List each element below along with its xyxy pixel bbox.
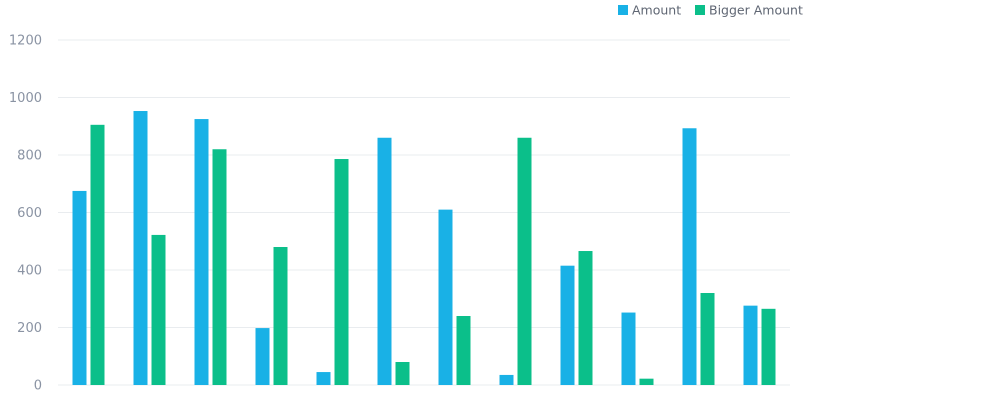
- bar-amount[interactable]: [133, 111, 148, 385]
- legend-swatch: [618, 5, 628, 15]
- bar-amount[interactable]: [560, 265, 575, 385]
- legend[interactable]: Amount Bigger Amount: [618, 3, 803, 18]
- bar-amount[interactable]: [316, 372, 331, 385]
- bar-bigger-amount[interactable]: [151, 234, 166, 385]
- bar-amount[interactable]: [438, 209, 453, 385]
- bar-amount[interactable]: [72, 190, 87, 385]
- bar-bigger-amount[interactable]: [639, 378, 654, 385]
- bar-bigger-amount[interactable]: [700, 293, 715, 385]
- bar-bigger-amount[interactable]: [212, 149, 227, 385]
- y-tick-label: 600: [17, 206, 42, 221]
- y-tick-label: 1200: [9, 34, 42, 49]
- y-tick-label: 800: [17, 149, 42, 164]
- bar-bigger-amount[interactable]: [395, 362, 410, 385]
- bar-bigger-amount[interactable]: [578, 251, 593, 385]
- y-tick-label: 0: [34, 379, 42, 394]
- bar-bigger-amount[interactable]: [273, 247, 288, 385]
- bar-amount[interactable]: [682, 128, 697, 385]
- bar-amount[interactable]: [255, 328, 270, 385]
- y-tick-label: 1000: [9, 91, 42, 106]
- bar-amount[interactable]: [621, 312, 636, 385]
- bar-amount[interactable]: [499, 374, 514, 385]
- bar-bigger-amount[interactable]: [90, 124, 105, 385]
- bar-bigger-amount[interactable]: [761, 308, 776, 385]
- y-tick-label: 400: [17, 264, 42, 279]
- bar-bigger-amount[interactable]: [334, 159, 349, 385]
- legend-label: Amount: [632, 3, 681, 18]
- bar-bigger-amount[interactable]: [517, 137, 532, 385]
- gridlines: [58, 39, 790, 386]
- bar-bigger-amount[interactable]: [456, 316, 471, 385]
- bar-amount[interactable]: [377, 137, 392, 385]
- legend-item-bigger-amount[interactable]: Bigger Amount: [695, 3, 803, 18]
- bar-amount[interactable]: [743, 305, 758, 385]
- y-axis: 0 200 400 600 800 1000 1200: [9, 34, 42, 394]
- bars: [72, 111, 776, 385]
- legend-item-amount[interactable]: Amount: [618, 3, 681, 18]
- legend-label: Bigger Amount: [709, 3, 803, 18]
- bar-amount[interactable]: [194, 119, 209, 385]
- y-tick-label: 200: [17, 321, 42, 336]
- legend-swatch: [695, 5, 705, 15]
